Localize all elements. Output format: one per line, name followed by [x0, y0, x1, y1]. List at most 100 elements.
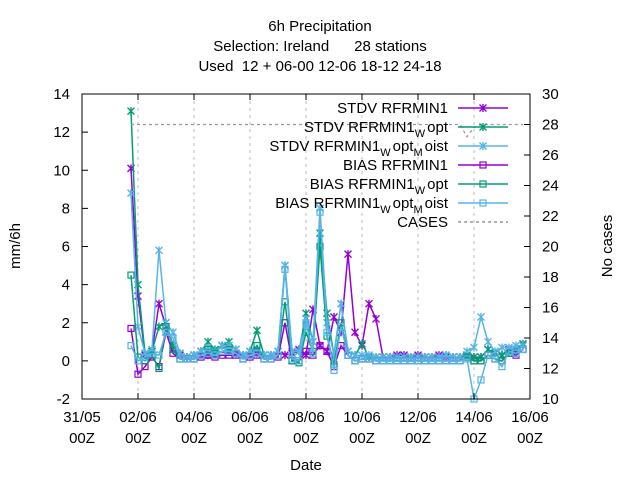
data-point	[400, 357, 408, 365]
y2-tick-label: 22	[542, 208, 559, 225]
x-tick-label-date: 14/06	[455, 409, 493, 426]
data-point	[204, 349, 212, 357]
data-point	[358, 339, 366, 348]
x-tick-label-date: 12/06	[399, 409, 437, 426]
y2-tick-label: 28	[542, 117, 559, 134]
x-tick-label-date: 06/06	[231, 409, 269, 426]
data-point	[162, 328, 170, 336]
data-point	[316, 208, 324, 216]
series-6	[131, 123, 523, 138]
data-point	[204, 345, 212, 354]
legend-label: STDV RFRMIN1W optM oist	[269, 138, 448, 159]
data-point	[218, 347, 226, 355]
legend-label: STDV RFRMIN1	[337, 100, 448, 117]
data-point	[169, 334, 177, 342]
legend-subscript: M	[413, 204, 422, 216]
legend-sample-marker	[479, 104, 487, 112]
series-5	[127, 208, 527, 403]
data-point	[225, 347, 233, 355]
x-tick-label-hour: 00Z	[237, 430, 263, 447]
data-point	[253, 342, 261, 350]
data-point	[127, 342, 135, 350]
series-layer	[127, 107, 527, 403]
legend-tail: oist	[425, 138, 449, 155]
data-point	[365, 299, 373, 308]
data-point	[197, 351, 205, 359]
data-point	[351, 357, 359, 365]
y-tick-label: 6	[62, 239, 70, 256]
data-point	[302, 328, 310, 336]
data-point	[309, 349, 317, 357]
legend-label: CASES	[397, 214, 448, 231]
data-point	[449, 357, 457, 365]
data-point	[232, 349, 240, 357]
data-point	[435, 357, 443, 365]
data-point	[344, 351, 352, 359]
legend-label: BIAS RFRMIN1W optM oist	[275, 195, 449, 216]
legend-subscript: W	[380, 204, 391, 216]
data-point	[379, 357, 387, 365]
legend-tail: opt	[427, 176, 449, 193]
data-point	[512, 349, 520, 357]
legend-name: STDV RFRMIN1	[269, 138, 380, 155]
data-point	[365, 355, 373, 363]
data-point	[491, 347, 499, 356]
data-point	[400, 353, 408, 362]
legend-label: BIAS RFRMIN1W opt	[310, 176, 449, 197]
data-point	[463, 355, 471, 363]
data-point	[141, 353, 149, 361]
legend-name: STDV RFRMIN1	[304, 119, 415, 136]
legend-name: CASES	[397, 214, 448, 231]
x-tick-label-date: 02/06	[119, 409, 157, 426]
x-tick-label-hour: 00Z	[69, 430, 95, 447]
y-tick-label: 10	[53, 162, 70, 179]
legend-name: BIAS RFRMIN1	[343, 157, 448, 174]
y2-tick-label: 26	[542, 147, 559, 164]
legend-tail: opt	[393, 195, 415, 212]
data-point	[211, 351, 219, 359]
data-point	[379, 353, 387, 362]
legend-subscript: W	[415, 128, 426, 140]
data-point	[127, 324, 135, 333]
data-point	[246, 351, 254, 359]
data-point	[253, 326, 261, 335]
series-line	[131, 123, 523, 138]
data-point	[428, 357, 436, 365]
data-point	[183, 355, 191, 363]
data-point	[127, 189, 135, 198]
data-point	[281, 351, 289, 360]
legend-sample-marker	[479, 161, 487, 169]
x-tick-label-hour: 00Z	[405, 430, 431, 447]
x-tick-label-date: 10/06	[343, 409, 381, 426]
data-point	[281, 261, 289, 270]
data-point	[435, 353, 443, 362]
data-point	[407, 357, 415, 365]
data-point	[253, 349, 261, 357]
data-point	[505, 347, 513, 355]
x-tick-label-hour: 00Z	[349, 430, 375, 447]
data-point	[169, 345, 177, 354]
y2-axis-label: No cases	[599, 215, 616, 278]
data-point	[393, 353, 401, 362]
x-tick-label-date: 04/06	[175, 409, 213, 426]
legend-label: BIAS RFRMIN1	[343, 157, 448, 174]
x-tick-label-date: 31/05	[63, 409, 101, 426]
data-point	[330, 313, 338, 322]
data-point	[155, 322, 163, 331]
data-point	[477, 313, 485, 322]
data-point	[393, 357, 401, 365]
legend-name: BIAS RFRMIN1	[275, 195, 380, 212]
chart-title: 6h Precipitation	[268, 18, 372, 35]
data-point	[477, 376, 485, 384]
data-point	[316, 242, 324, 251]
x-tick-label-hour: 00Z	[125, 430, 151, 447]
y2-tick-label: 14	[542, 330, 559, 347]
y2-tick-label: 24	[542, 178, 559, 195]
data-point	[316, 204, 324, 213]
data-point	[386, 353, 394, 362]
legend-name: BIAS RFRMIN1	[310, 176, 415, 193]
x-tick-label-hour: 00Z	[293, 430, 319, 447]
legend-subscript: M	[413, 147, 422, 159]
y2-tick-label: 30	[542, 86, 559, 103]
